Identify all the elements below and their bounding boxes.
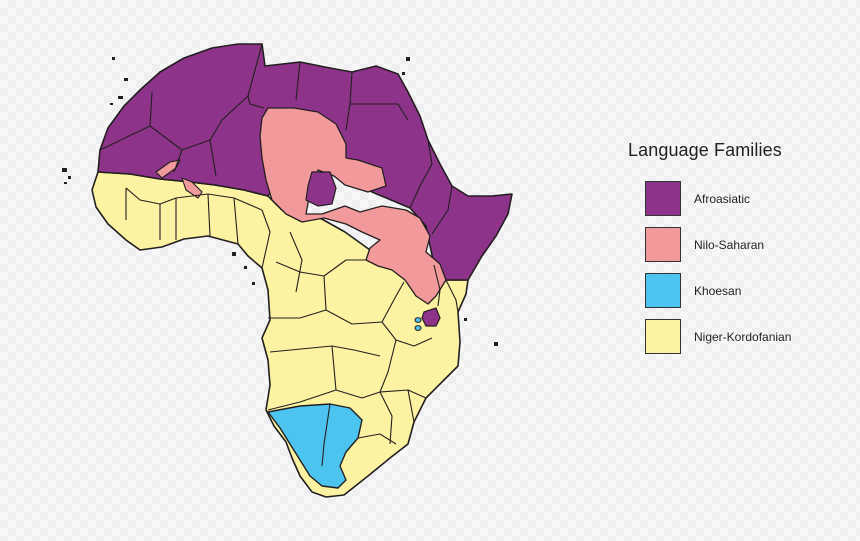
legend-label-khoesan: Khoesan <box>694 283 742 298</box>
legend-item-nilo-saharan: Nilo-Saharan <box>626 226 846 263</box>
region-khoesan <box>267 403 363 489</box>
legend: Language Families Afroasiatic Nilo-Sahar… <box>626 140 846 364</box>
legend-title: Language Families <box>628 140 782 160</box>
legend-label-afroasiatic: Afroasiatic <box>694 191 751 206</box>
legend-swatch-niger-kordofanian <box>645 319 681 354</box>
islands <box>62 57 498 346</box>
legend-item-afroasiatic: Afroasiatic <box>626 180 846 217</box>
region-nilo-saharan-west <box>155 159 181 179</box>
legend-swatch-khoesan <box>645 273 681 308</box>
country-borders <box>99 43 459 467</box>
legend-swatch-afroasiatic <box>645 181 681 216</box>
region-nilo-saharan <box>259 107 447 305</box>
region-afroasiatic-east <box>421 307 441 327</box>
region-khoesan-dot-1 <box>414 317 422 323</box>
region-khoesan-dot-2 <box>414 325 422 331</box>
legend-label-nilo-saharan: Nilo-Saharan <box>694 237 765 252</box>
legend-item-niger-kordofanian: Niger-Kordofanian <box>626 318 846 355</box>
legend-item-khoesan: Khoesan <box>626 272 846 309</box>
legend-swatch-nilo-saharan <box>645 227 681 262</box>
legend-label-niger-kordofanian: Niger-Kordofanian <box>694 329 792 344</box>
region-afroasiatic-enclave <box>305 171 337 207</box>
